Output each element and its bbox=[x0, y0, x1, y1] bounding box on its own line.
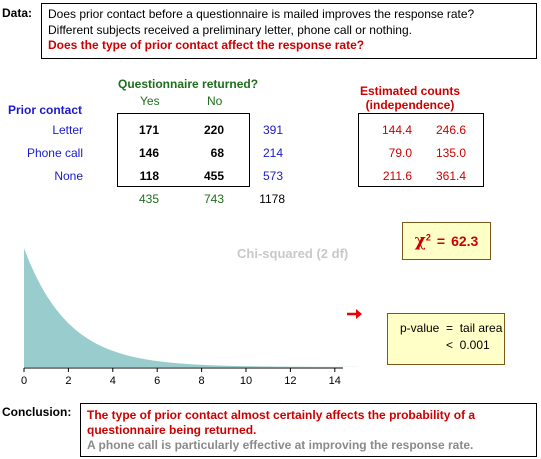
conclusion-line-2: questionnaire being returned. bbox=[87, 423, 257, 437]
estimated-counts-title: Estimated counts (independence) bbox=[350, 84, 470, 112]
est-letter-no: 246.6 bbox=[435, 123, 466, 137]
row-total-letter: 391 bbox=[262, 123, 283, 137]
x-tick-label: 6 bbox=[154, 375, 160, 387]
x-tick-label: 4 bbox=[110, 375, 116, 387]
x-tick-label: 12 bbox=[284, 375, 296, 387]
x-axis-ticks: 0 2 4 6 8 10 12 14 bbox=[21, 368, 341, 387]
obs-none-yes: 118 bbox=[139, 169, 159, 183]
conclusion-label: Conclusion: bbox=[2, 405, 72, 419]
observed-counts-box bbox=[117, 113, 250, 187]
obs-letter-yes: 171 bbox=[138, 123, 159, 137]
est-none-yes: 211.6 bbox=[382, 169, 412, 183]
row-total-phone: 214 bbox=[262, 146, 283, 160]
est-phone-no: 135.0 bbox=[435, 146, 466, 160]
x-tick-label: 2 bbox=[65, 375, 71, 387]
chi-squared-density-chart: 0 2 4 6 8 10 12 14 bbox=[21, 248, 357, 387]
col-total-no: 743 bbox=[203, 192, 224, 206]
obs-phone-no: 68 bbox=[210, 146, 224, 160]
x-tick-label: 14 bbox=[329, 375, 341, 387]
x-tick-label: 10 bbox=[240, 375, 252, 387]
chi-equals: = bbox=[436, 233, 446, 249]
column-no: No bbox=[207, 94, 223, 108]
estimated-counts-box bbox=[358, 113, 484, 187]
row-label-phone: Phone call bbox=[26, 146, 83, 160]
row-label-none: None bbox=[54, 169, 83, 183]
est-letter-yes: 144.4 bbox=[381, 123, 412, 137]
conclusion-line-1: The type of prior contact almost certain… bbox=[87, 408, 476, 422]
chi-value: 62.3 bbox=[451, 233, 479, 249]
obs-none-no: 455 bbox=[203, 169, 224, 183]
obs-letter-no: 220 bbox=[203, 123, 224, 137]
row-total-none: 573 bbox=[262, 169, 283, 183]
data-question: Does the type of prior contact affect th… bbox=[48, 38, 365, 52]
estimated-title-line-2: (independence) bbox=[365, 98, 455, 112]
row-header: Prior contact bbox=[8, 103, 83, 117]
column-yes: Yes bbox=[140, 94, 160, 108]
obs-phone-yes: 146 bbox=[138, 146, 159, 160]
data-line-1: Does prior contact before a questionnair… bbox=[48, 7, 475, 21]
row-label-letter: Letter bbox=[52, 123, 83, 137]
data-label: Data: bbox=[2, 6, 33, 20]
p-value-line-1: p-value = tail area bbox=[400, 321, 503, 335]
x-tick-label: 0 bbox=[21, 375, 27, 387]
x-tick-label: 8 bbox=[199, 375, 205, 387]
arrow-right-icon bbox=[347, 309, 362, 319]
data-line-2: Different subjects received a preliminar… bbox=[48, 22, 412, 37]
chi-squared-value-box: χ2 = 62.3 bbox=[402, 222, 491, 260]
estimated-title-line-1: Estimated counts bbox=[359, 84, 461, 98]
conclusion-box: The type of prior contact almost certain… bbox=[80, 403, 537, 457]
grand-total: 1178 bbox=[259, 192, 285, 206]
conclusion-line-3: A phone call is particularly effective a… bbox=[87, 438, 474, 452]
chi-symbol: χ2 bbox=[414, 231, 431, 251]
data-box: Does prior contact before a questionnair… bbox=[41, 3, 537, 59]
p-value-box: p-value = tail area < 0.001 bbox=[387, 313, 505, 365]
est-none-no: 361.4 bbox=[435, 169, 466, 183]
est-phone-yes: 79.0 bbox=[388, 146, 412, 160]
distribution-title: Chi-squared (2 df) bbox=[237, 246, 349, 261]
p-value-line-2: < 0.001 bbox=[446, 338, 490, 352]
col-total-yes: 435 bbox=[138, 192, 159, 206]
density-area bbox=[24, 248, 357, 367]
column-header: Questionnaire returned? bbox=[118, 77, 259, 91]
